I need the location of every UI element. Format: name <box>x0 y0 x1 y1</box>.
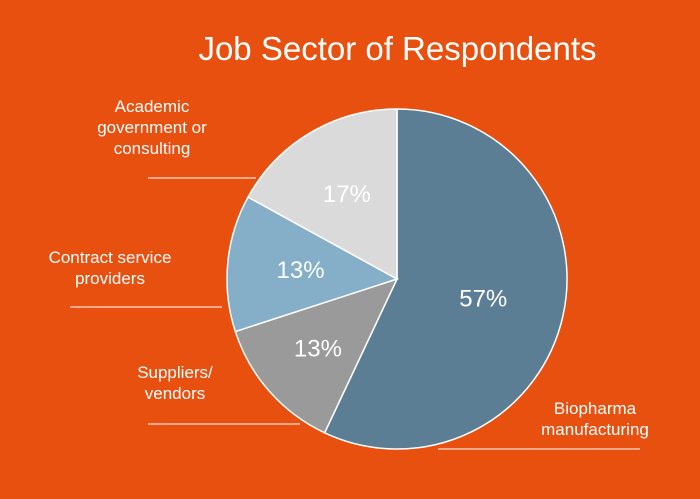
category-label-line: Suppliers/ <box>137 363 213 382</box>
category-label-line: providers <box>75 269 145 288</box>
category-label-line: government or <box>97 118 207 137</box>
chart-title: Job Sector of Respondents <box>198 30 597 67</box>
category-label-4: Academic government or consulting <box>72 96 232 159</box>
slice-value-label-1: 57% <box>459 285 507 312</box>
category-label-2: Suppliers/vendors <box>110 362 240 404</box>
category-label-3: Contract service providers <box>25 247 195 289</box>
category-label-line: vendors <box>144 384 206 403</box>
category-label-line: manufacturing <box>541 420 649 439</box>
category-label-line: Biopharma <box>553 399 637 418</box>
pie-slice-4 <box>247 108 398 281</box>
pie-slice-1 <box>323 108 568 450</box>
category-label-line: Academic <box>114 97 190 116</box>
slice-value-label-4: 17% <box>323 181 371 208</box>
pie-slice-3 <box>226 196 399 333</box>
slice-value-label-3: 13% <box>277 257 325 284</box>
category-label-line: Contract service <box>48 248 172 267</box>
category-label-1: Biopharma manufacturing <box>515 398 675 440</box>
slice-value-label-2: 13% <box>294 336 342 363</box>
category-label-line: consulting <box>113 139 191 158</box>
pie-slice-2 <box>234 277 399 434</box>
